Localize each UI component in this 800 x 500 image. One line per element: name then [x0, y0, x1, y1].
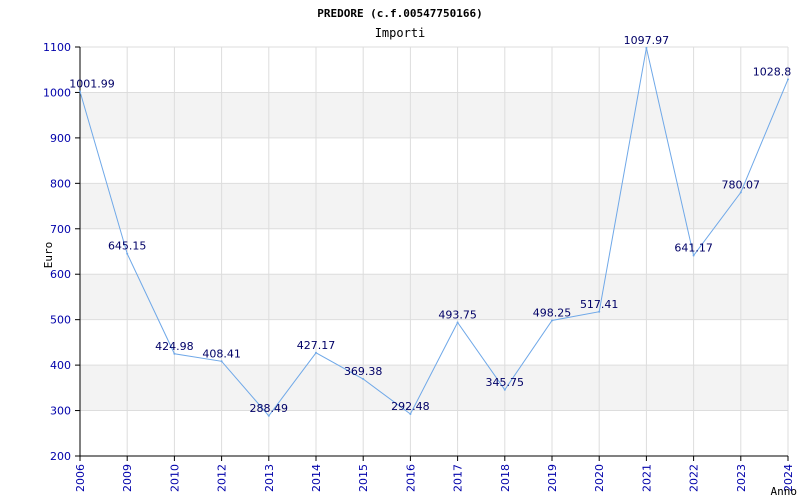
x-tick-label: 2019: [546, 464, 559, 492]
data-label: 345.75: [486, 376, 525, 389]
x-ticks: 2006 2009 2010 2012 2013 2014 2015 2016 2017 2018…: [74, 456, 795, 492]
y-axis-label: Euro: [42, 242, 55, 269]
x-tick-label: 2023: [735, 464, 748, 492]
data-label: 517.41: [580, 298, 619, 311]
data-label: 780.07: [722, 178, 761, 191]
data-label: 292.48: [391, 400, 430, 413]
data-point: [598, 310, 601, 313]
data-label: 408.41: [202, 347, 241, 360]
data-point: [315, 351, 317, 354]
data-label: 427.17: [297, 339, 336, 352]
data-point: [739, 191, 742, 194]
y-tick-label: 800: [50, 177, 71, 190]
x-axis-label: Anno: [771, 485, 798, 498]
series-line: [79, 47, 789, 417]
data-point: [645, 46, 648, 49]
x-tick-label: 2024: [782, 464, 795, 492]
x-tick-label: 2015: [357, 464, 370, 492]
x-tick-label: 2010: [168, 464, 181, 492]
x-tick-label: 2013: [263, 464, 276, 492]
y-tick-label: 300: [50, 405, 71, 418]
data-label: 288.49: [250, 402, 289, 415]
y-tick-label: 200: [50, 450, 71, 463]
chart-subtitle: Importi: [375, 26, 426, 40]
x-tick-label: 2016: [404, 464, 417, 492]
plot-band: [80, 92, 788, 138]
data-label: 641.17: [674, 242, 713, 255]
y-tick-label: 1100: [43, 41, 71, 54]
x-tick-label: 2006: [74, 464, 87, 492]
plot-band: [80, 274, 788, 320]
data-label: 1028.8: [753, 65, 792, 78]
data-label: 369.38: [344, 365, 383, 378]
data-point: [79, 90, 81, 93]
y-tick-label: 500: [50, 314, 71, 327]
x-tick-label: 2022: [688, 464, 701, 492]
chart-title: PREDORE (c.f.00547750166): [317, 7, 483, 20]
data-point: [787, 78, 789, 81]
data-point: [692, 254, 695, 257]
data-point: [173, 352, 176, 355]
data-point: [267, 414, 270, 417]
x-tick-label: 2017: [452, 464, 465, 492]
x-tick-label: 2014: [310, 464, 323, 492]
data-point: [409, 412, 412, 415]
plot-bands: [80, 47, 788, 456]
plot-band: [80, 228, 788, 275]
x-tick-label: 2021: [640, 464, 653, 492]
plot-band: [80, 365, 788, 411]
x-tick-label: 2020: [593, 464, 606, 492]
x-tick-label: 2018: [499, 464, 512, 492]
data-label: 1001.99: [69, 78, 115, 91]
y-tick-label: 900: [50, 132, 71, 145]
plot-band: [80, 183, 788, 229]
data-point: [220, 360, 223, 363]
y-tick-label: 400: [50, 359, 71, 372]
data-point: [503, 388, 506, 391]
data-label: 498.25: [533, 306, 572, 319]
data-label: 424.98: [155, 340, 194, 353]
plot-band: [80, 410, 788, 456]
data-label: 493.75: [438, 309, 477, 322]
y-tick-label: 600: [50, 268, 71, 281]
data-point: [456, 321, 459, 324]
x-tick-label: 2009: [121, 464, 134, 492]
data-point: [362, 378, 365, 381]
plot-band: [80, 47, 788, 93]
y-tick-label: 700: [50, 223, 71, 236]
data-label: 645.15: [108, 240, 147, 253]
data-point: [551, 319, 553, 322]
plot-band: [80, 137, 788, 184]
data-labels: 1001.99 645.15 424.98 408.41 288.49 427.17 369…: [69, 34, 791, 417]
y-ticks: 200 300 400 500 600 700 800 900 1000 1100: [43, 41, 80, 463]
data-point: [126, 252, 129, 255]
data-label: 1097.97: [624, 34, 670, 47]
y-tick-label: 1000: [43, 86, 71, 99]
x-tick-label: 2012: [216, 464, 229, 492]
